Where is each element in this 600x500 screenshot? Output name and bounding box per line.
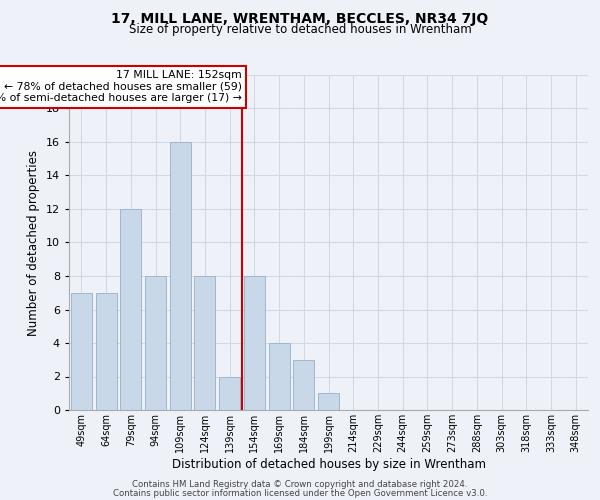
Bar xyxy=(170,142,191,410)
Bar xyxy=(293,360,314,410)
Bar xyxy=(194,276,215,410)
Bar xyxy=(219,376,240,410)
Bar xyxy=(120,209,141,410)
Bar xyxy=(269,343,290,410)
Text: 17, MILL LANE, WRENTHAM, BECCLES, NR34 7JQ: 17, MILL LANE, WRENTHAM, BECCLES, NR34 7… xyxy=(112,12,488,26)
Bar xyxy=(145,276,166,410)
Text: Contains public sector information licensed under the Open Government Licence v3: Contains public sector information licen… xyxy=(113,488,487,498)
Bar xyxy=(95,292,116,410)
Bar xyxy=(318,393,339,410)
Bar xyxy=(244,276,265,410)
Y-axis label: Number of detached properties: Number of detached properties xyxy=(27,150,40,336)
Bar xyxy=(71,292,92,410)
Text: Contains HM Land Registry data © Crown copyright and database right 2024.: Contains HM Land Registry data © Crown c… xyxy=(132,480,468,489)
X-axis label: Distribution of detached houses by size in Wrentham: Distribution of detached houses by size … xyxy=(172,458,485,470)
Text: Size of property relative to detached houses in Wrentham: Size of property relative to detached ho… xyxy=(128,24,472,36)
Text: 17 MILL LANE: 152sqm
← 78% of detached houses are smaller (59)
22% of semi-detac: 17 MILL LANE: 152sqm ← 78% of detached h… xyxy=(0,70,242,103)
